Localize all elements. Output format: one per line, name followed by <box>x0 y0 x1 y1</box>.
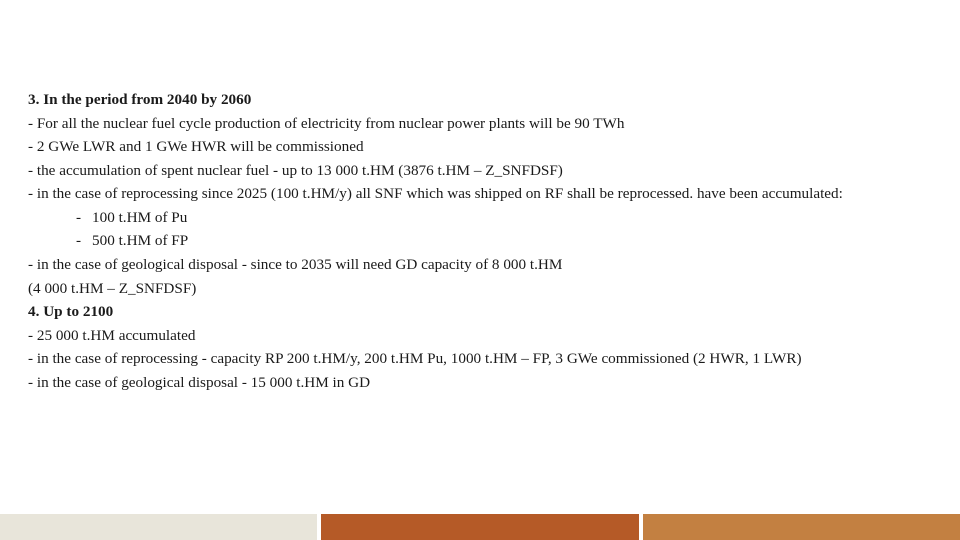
footer-accent-bar <box>0 514 960 540</box>
section-4-line: - 25 000 t.HM accumulated <box>28 324 932 348</box>
section-4-line: - in the case of geological disposal - 1… <box>28 371 932 395</box>
section-3-line: - in the case of geological disposal - s… <box>28 253 932 277</box>
slide: 3. In the period from 2040 by 2060 - For… <box>0 0 960 540</box>
section-3-title: 3. In the period from 2040 by 2060 <box>28 88 932 112</box>
section-4-line: - in the case of reprocessing - capacity… <box>28 347 932 371</box>
section-3-line: - For all the nuclear fuel cycle product… <box>28 112 932 136</box>
section-3-line: - in the case of reprocessing since 2025… <box>28 182 932 206</box>
footer-segment-3 <box>643 514 960 540</box>
section-3-sub-bullet: 100 t.HM of Pu <box>28 206 932 230</box>
footer-segment-1 <box>0 514 317 540</box>
section-3-line: (4 000 t.HM – Z_SNFDSF) <box>28 277 932 301</box>
section-4-title: 4. Up to 2100 <box>28 300 932 324</box>
section-3-sub-bullet: 500 t.HM of FP <box>28 229 932 253</box>
section-3-line: - the accumulation of spent nuclear fuel… <box>28 159 932 183</box>
slide-body-text: 3. In the period from 2040 by 2060 - For… <box>28 88 932 394</box>
footer-segment-2 <box>321 514 638 540</box>
section-3-line: - 2 GWe LWR and 1 GWe HWR will be commis… <box>28 135 932 159</box>
